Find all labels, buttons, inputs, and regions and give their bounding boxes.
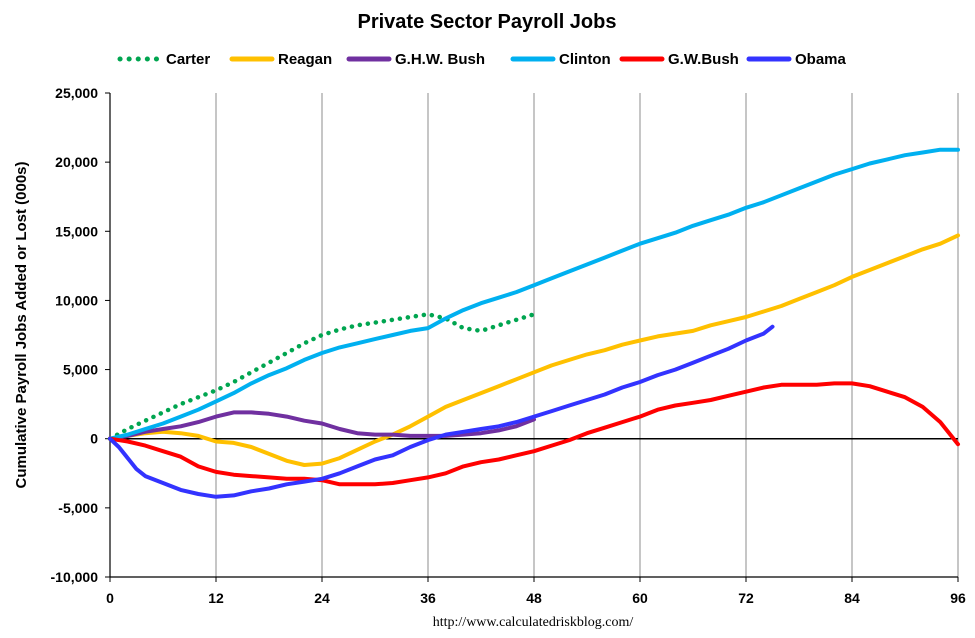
x-tick-label: 84 [844,590,860,606]
x-axis: 0 12 24 36 48 60 72 84 96 [106,437,966,606]
series-lines [107,147,960,499]
series-line-clinton [108,147,960,441]
series-line-g-w-bush [108,381,960,487]
series-line-g-h-w-bush [108,410,536,441]
chart-title: Private Sector Payroll Jobs [357,11,616,33]
legend-label-g-w-bush: G.W.Bush [668,51,739,68]
y-tick-label: 15,000 [55,223,98,239]
x-tick-label: 24 [314,590,330,606]
gridlines [215,93,959,577]
legend-label-clinton: Clinton [559,51,611,68]
x-tick-label: 60 [632,590,648,606]
series-line-carter [107,312,537,441]
legend-label-obama: Obama [795,51,847,68]
x-tick-label: 12 [208,590,224,606]
x-tick-label: 48 [526,590,542,606]
source-url: http://www.calculatedriskblog.com/ [433,615,634,630]
series-line-reagan [108,233,960,467]
legend-label-reagan: Reagan [278,51,332,68]
legend-label-g-h-w-bush: G.H.W. Bush [395,51,485,68]
y-tick-label: -5,000 [58,500,98,516]
y-tick-label: 0 [90,431,98,447]
y-tick-label: -10,000 [51,569,99,585]
x-tick-label: 36 [420,590,436,606]
y-tick-label: 10,000 [55,292,98,308]
legend-label-carter: Carter [166,51,210,68]
x-tick-label: 0 [106,590,114,606]
y-tick-label: 25,000 [55,85,98,101]
y-tick-label: 20,000 [55,154,98,170]
y-axis-label: Cumulative Payroll Jobs Added or Lost (0… [13,161,30,488]
chart-legend: Carter Reagan G.H.W. Bush Clinton G.W.Bush Ob… [117,51,847,68]
x-tick-label: 72 [738,590,754,606]
y-axis: -10,000 -5,000 0 5,000 10,000 15,000 20,000 25,… [51,85,111,585]
series-line-obama [108,324,775,499]
y-tick-label: 5,000 [63,362,98,378]
x-tick-label: 96 [950,590,966,606]
